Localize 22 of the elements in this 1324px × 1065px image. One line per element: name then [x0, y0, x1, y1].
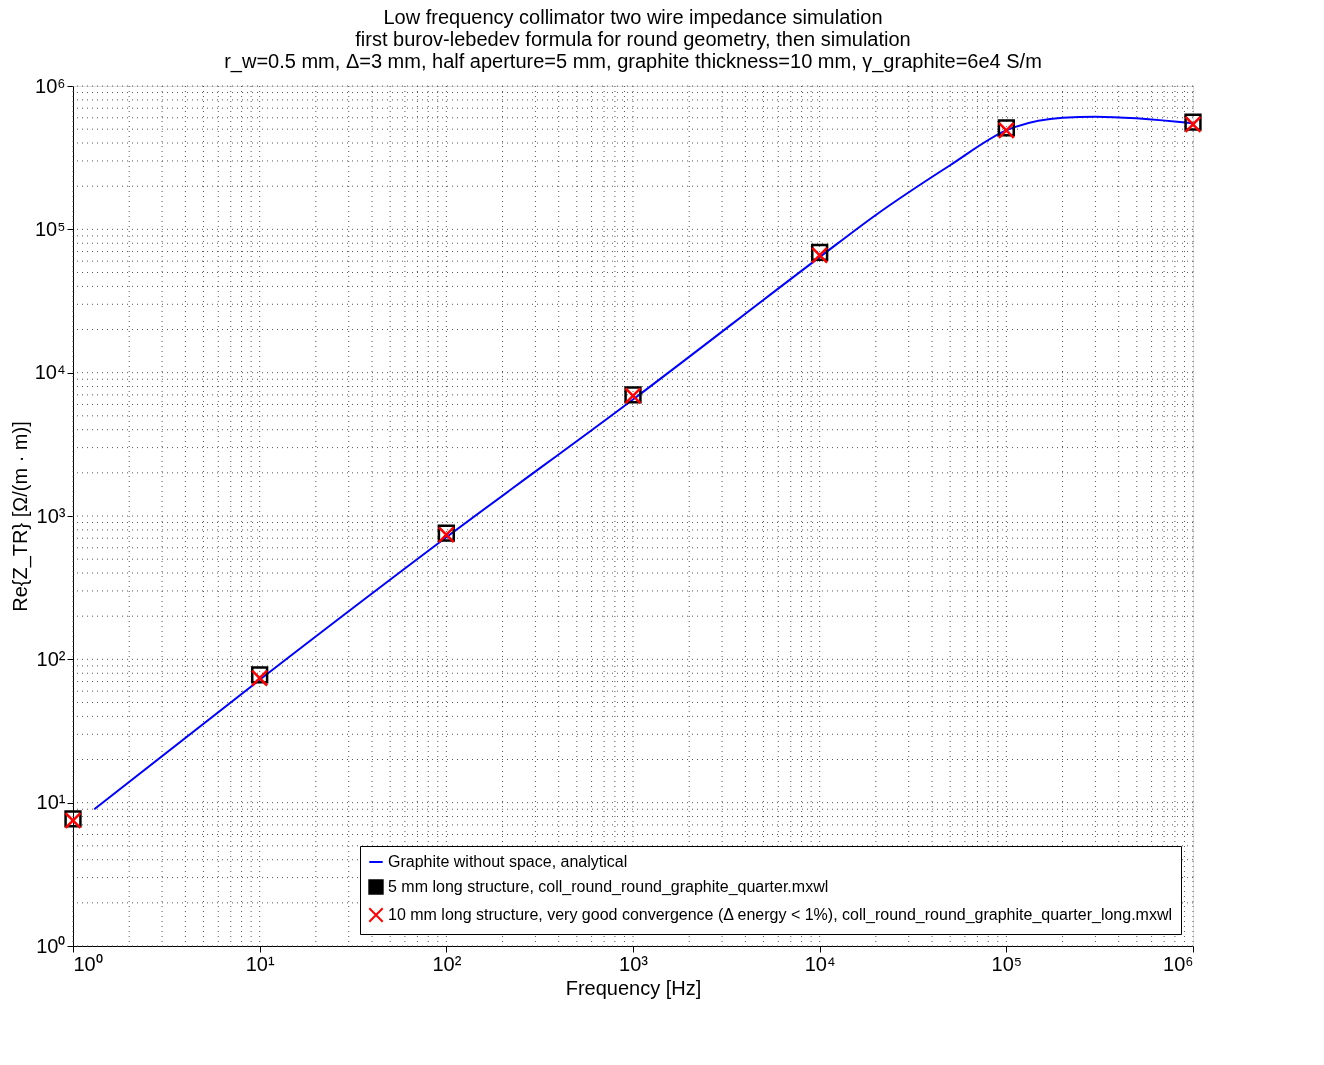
- y-tick-label: 10¹: [36, 791, 66, 814]
- legend-label: 10 mm long structure, very good convergence (Δ energy < 1%), coll_round_round_graphite_quarter_long.mxwl: [388, 906, 1173, 924]
- x-tick-label: 10²: [432, 952, 462, 975]
- legend-label: 5 mm long structure, coll_round_round_graphite_quarter.mxwl: [388, 878, 829, 896]
- y-tick-label: 10³: [36, 504, 66, 527]
- x-tick-label: 10⁶: [1163, 952, 1194, 975]
- x-axis-title: Frequency [Hz]: [565, 976, 702, 999]
- x-tick-label: 10¹: [245, 952, 275, 975]
- y-tick-label: 10⁶: [35, 74, 66, 97]
- y-tick-label: 10²: [36, 647, 66, 670]
- y-tick-label: 10⁴: [34, 361, 66, 384]
- y-axis-title: Re{Z_TR} [Ω/(m · m)]: [8, 421, 32, 612]
- x-tick-label: 10³: [619, 952, 649, 975]
- y-tick-label: 10⁰: [36, 934, 66, 957]
- x-tick-label: 10⁰: [73, 952, 103, 975]
- chart-title: Low frequency collimator two wire impedance simulation: [383, 6, 883, 28]
- y-tick-label: 10⁵: [34, 217, 66, 240]
- legend-label: Graphite without space, analytical: [388, 853, 628, 870]
- text: r_w=0.5 mm, Δ=3 mm, half aperture=5 mm, graphite thickness=10 mm, γ_graphite=6e4 S/m: [224, 50, 1042, 72]
- x-tick-label: 10⁵: [991, 952, 1023, 975]
- text: first burov-lebedev formula for round geometry, then simulation: [355, 28, 911, 50]
- x-tick-label: 10⁴: [804, 952, 836, 975]
